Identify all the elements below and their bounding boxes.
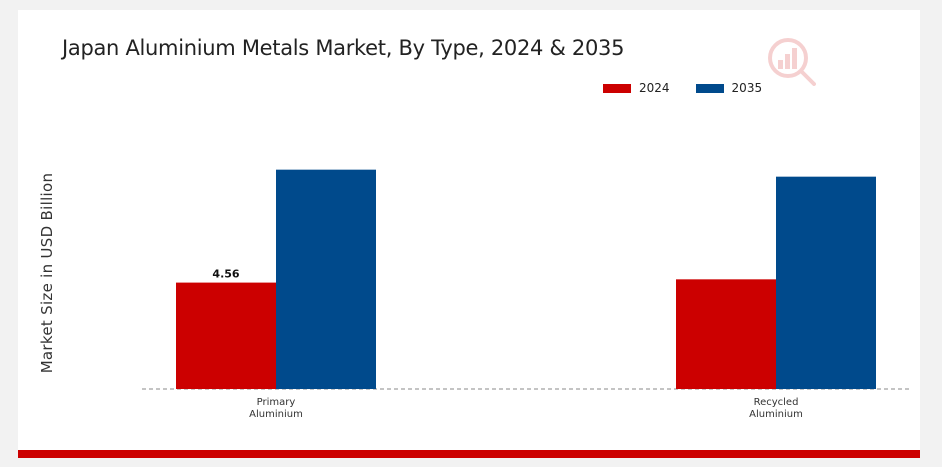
watermark-logo-icon xyxy=(768,38,816,86)
logo-handle xyxy=(799,69,816,86)
x-tick-label-primary-aluminium-line1: Primary xyxy=(257,397,296,408)
bar-2024-primary-aluminium xyxy=(176,282,276,389)
footer-accent-bar xyxy=(18,450,920,458)
x-tick-label-recycled-aluminium-line1: Recycled xyxy=(754,397,799,408)
legend: 2024 2035 xyxy=(603,81,788,95)
x-tick-label-recycled-aluminium-line2: Aluminium xyxy=(749,409,803,420)
logo-ring xyxy=(768,38,808,78)
legend-swatch-2024 xyxy=(603,83,631,93)
bar-2035-recycled-aluminium xyxy=(776,176,876,389)
legend-label-2024: 2024 xyxy=(639,81,670,95)
bar-2035-primary-aluminium xyxy=(276,169,376,389)
chart-title: Japan Aluminium Metals Market, By Type, … xyxy=(62,36,625,60)
bars-group xyxy=(176,169,876,389)
legend-swatch-2035 xyxy=(695,83,724,93)
data-label-2024-0: 4.56 xyxy=(212,268,239,281)
legend-label-2035: 2035 xyxy=(731,81,763,95)
legend-item-2024: 2024 xyxy=(603,81,670,95)
bar-2024-recycled-aluminium xyxy=(676,279,776,389)
legend-item-2035: 2035 xyxy=(695,81,763,95)
x-tick-label-primary-aluminium-line2: Aluminium xyxy=(249,409,303,420)
logo-bars xyxy=(778,48,797,69)
